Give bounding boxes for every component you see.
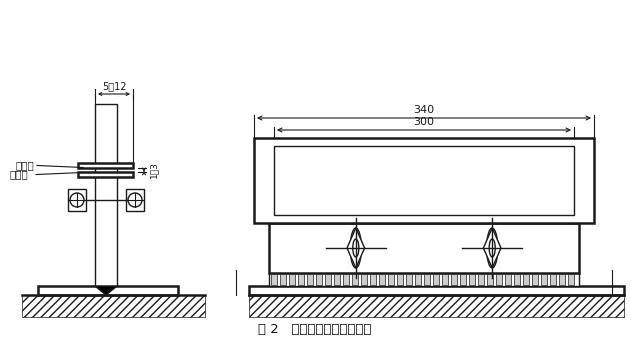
Text: 1～3: 1～3: [149, 162, 158, 178]
Bar: [397, 274, 403, 285]
Bar: [269, 273, 579, 286]
Bar: [442, 274, 448, 285]
Bar: [271, 274, 277, 285]
Text: 缹火钙: 缹火钙: [10, 170, 29, 180]
Bar: [280, 274, 286, 285]
Bar: [388, 274, 394, 285]
Bar: [568, 274, 574, 285]
Polygon shape: [95, 286, 117, 295]
Bar: [379, 274, 385, 285]
Bar: [254, 138, 594, 223]
Bar: [126, 189, 144, 211]
Bar: [249, 295, 624, 317]
Text: 图 2   气鈟鈟切工件的安装图: 图 2 气鈟鈟切工件的安装图: [258, 323, 372, 336]
Bar: [38, 286, 178, 295]
Bar: [541, 274, 547, 285]
Bar: [274, 146, 574, 215]
Bar: [550, 274, 556, 285]
Text: 低碗钙: 低碗钙: [15, 161, 33, 170]
Bar: [78, 163, 133, 168]
Bar: [514, 274, 520, 285]
Bar: [433, 274, 439, 285]
Bar: [451, 274, 457, 285]
Bar: [307, 274, 313, 285]
Bar: [559, 274, 565, 285]
Bar: [361, 274, 367, 285]
Bar: [496, 274, 502, 285]
Bar: [478, 274, 484, 285]
Bar: [343, 274, 349, 285]
Bar: [316, 274, 322, 285]
Bar: [370, 274, 376, 285]
Ellipse shape: [353, 239, 359, 257]
Bar: [424, 274, 430, 285]
Bar: [415, 274, 421, 285]
Polygon shape: [347, 228, 365, 268]
Bar: [469, 274, 475, 285]
Bar: [352, 274, 358, 285]
Bar: [289, 274, 295, 285]
Bar: [78, 172, 133, 177]
Bar: [334, 274, 340, 285]
Bar: [460, 274, 466, 285]
Text: 300: 300: [413, 117, 435, 127]
Bar: [298, 274, 304, 285]
Bar: [249, 286, 624, 295]
Bar: [487, 274, 493, 285]
Bar: [22, 295, 205, 317]
Bar: [406, 274, 412, 285]
Text: 5～12: 5～12: [102, 81, 126, 91]
Bar: [523, 274, 529, 285]
Bar: [95, 104, 117, 286]
Bar: [269, 223, 579, 273]
Bar: [532, 274, 538, 285]
Polygon shape: [483, 228, 501, 268]
Ellipse shape: [350, 228, 362, 268]
Text: 340: 340: [413, 105, 435, 115]
Ellipse shape: [487, 228, 498, 268]
Bar: [505, 274, 511, 285]
Bar: [325, 274, 331, 285]
Ellipse shape: [489, 239, 495, 257]
Bar: [68, 189, 86, 211]
